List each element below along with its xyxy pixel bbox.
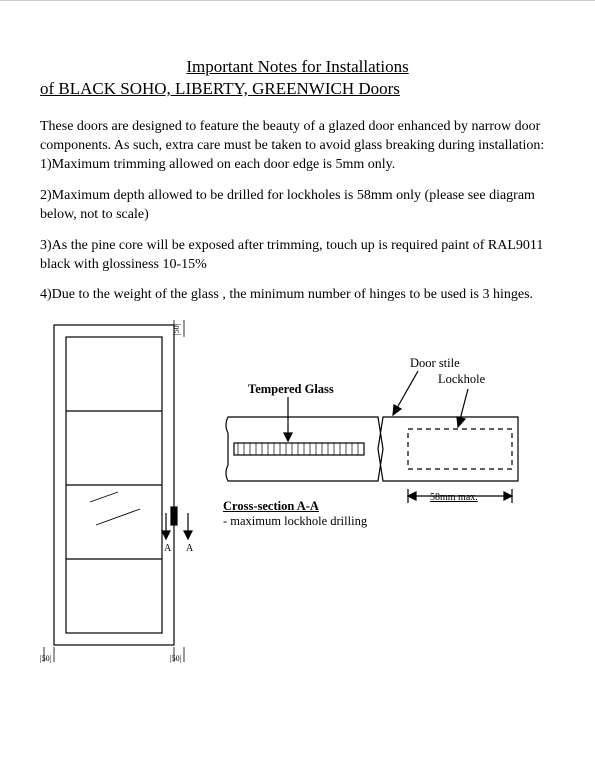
caption: Cross-section A-A - maximum lockhole dri…: [223, 499, 367, 529]
dim-58mm: 58mm max.: [430, 492, 478, 503]
note-3: 3)As the pine core will be exposed after…: [40, 237, 555, 275]
note-4: 4)Due to the weight of the glass , the m…: [40, 286, 555, 305]
intro-text: These doors are designed to feature the …: [40, 118, 555, 156]
note-2: 2)Maximum depth allowed to be drilled fo…: [40, 187, 555, 225]
section-a-right: A: [186, 543, 194, 554]
caption-title: Cross-section A-A: [223, 499, 319, 513]
title-line-1: Important Notes for Installations: [40, 56, 555, 78]
caption-sub: - maximum lockhole drilling: [223, 514, 367, 528]
dim-br: |50|: [170, 654, 181, 663]
label-tempered-glass: Tempered Glass: [248, 382, 334, 397]
diagram-area: A A |50| |50| |50|: [40, 317, 540, 667]
section-a-left: A: [164, 543, 172, 554]
dim-top: |50|: [172, 324, 181, 335]
label-lockhole: Lockhole: [438, 372, 485, 387]
dim-bl: |50|: [40, 654, 51, 663]
title-line-2: of BLACK SOHO, LIBERTY, GREENWICH Doors: [40, 78, 555, 100]
note-1: 1)Maximum trimming allowed on each door …: [40, 156, 555, 175]
door-elevation-diagram: A A |50| |50| |50|: [40, 317, 220, 667]
label-door-stile: Door stile: [410, 356, 460, 371]
page: Important Notes for Installations of BLA…: [0, 0, 595, 780]
title-block: Important Notes for Installations of BLA…: [40, 56, 555, 100]
